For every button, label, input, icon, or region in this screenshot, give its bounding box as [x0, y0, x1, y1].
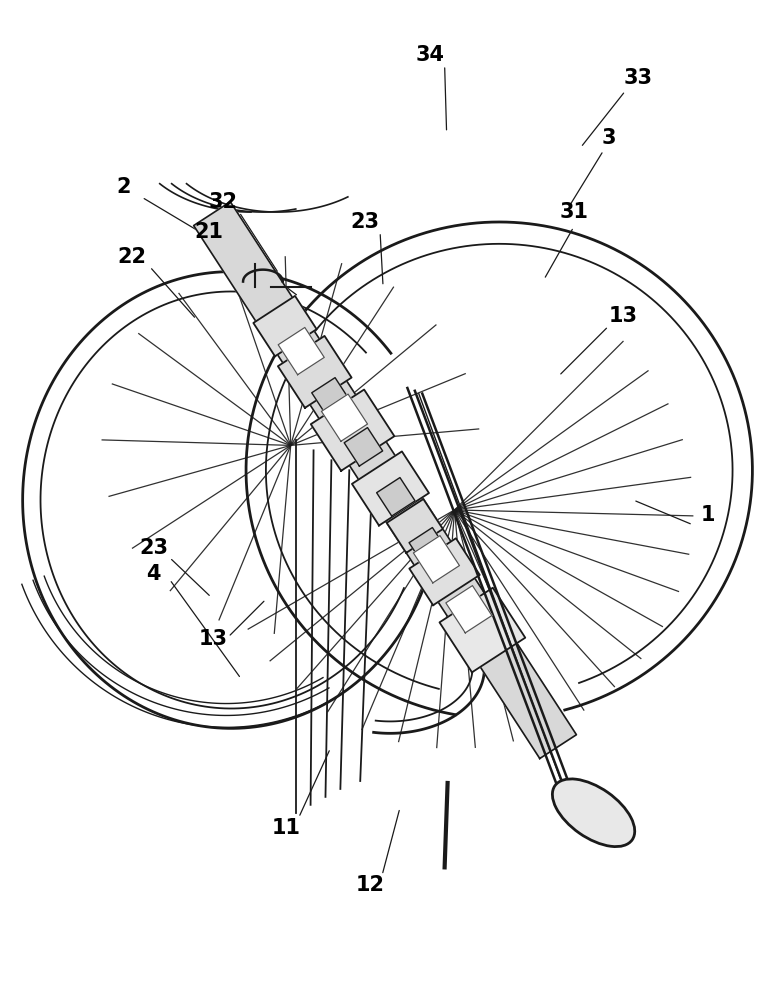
Polygon shape: [387, 499, 443, 553]
Polygon shape: [409, 528, 448, 566]
Text: 13: 13: [199, 629, 228, 649]
Polygon shape: [322, 394, 367, 441]
Polygon shape: [345, 428, 383, 466]
Polygon shape: [377, 478, 415, 516]
Polygon shape: [410, 538, 480, 605]
Text: 32: 32: [209, 192, 238, 212]
Text: 4: 4: [146, 564, 161, 584]
Polygon shape: [446, 586, 492, 633]
Polygon shape: [352, 451, 429, 526]
Text: 23: 23: [351, 212, 380, 232]
Text: 2: 2: [117, 177, 132, 197]
Text: 34: 34: [415, 45, 444, 65]
Text: 1: 1: [701, 505, 715, 525]
Polygon shape: [278, 327, 324, 375]
Text: 3: 3: [601, 128, 615, 148]
Text: 33: 33: [624, 68, 653, 88]
Polygon shape: [311, 390, 395, 471]
Text: 13: 13: [609, 306, 638, 326]
Text: 23: 23: [139, 538, 168, 558]
Ellipse shape: [552, 779, 635, 847]
Polygon shape: [413, 536, 460, 583]
Polygon shape: [254, 296, 316, 356]
Text: 12: 12: [355, 875, 384, 895]
Polygon shape: [312, 378, 350, 416]
Text: 21: 21: [195, 222, 224, 242]
Polygon shape: [439, 588, 525, 672]
Text: 31: 31: [559, 202, 588, 222]
Polygon shape: [193, 202, 576, 759]
Polygon shape: [278, 336, 352, 408]
Text: 11: 11: [271, 818, 300, 838]
Text: 22: 22: [117, 247, 146, 267]
